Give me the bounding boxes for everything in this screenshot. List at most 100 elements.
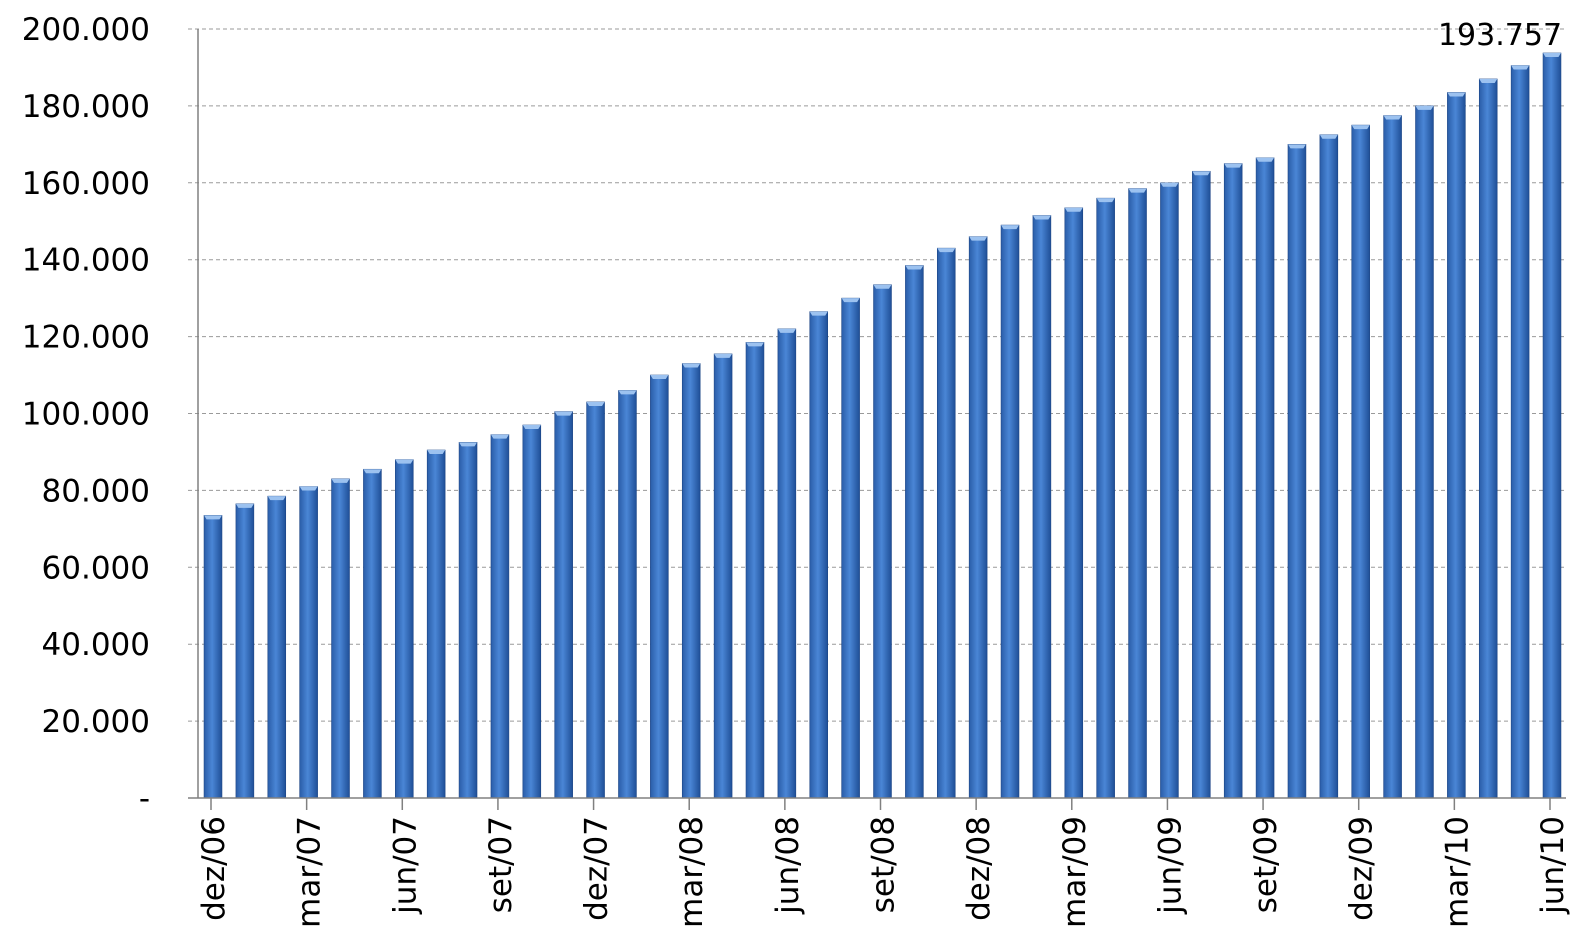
- bar-top-bevel: [1160, 182, 1179, 187]
- bar: [1287, 144, 1307, 799]
- bar-top-bevel: [1447, 92, 1466, 97]
- bar: [299, 486, 318, 799]
- bar-top-bevel: [969, 236, 988, 241]
- bar-top-bevel: [1001, 225, 1019, 230]
- bar-dez/07: [586, 401, 605, 799]
- bar: [1096, 197, 1115, 799]
- bar-top-bevel: [1064, 207, 1083, 212]
- y-tick-labels: - 20.000 40.000 60.000 80.000 100.000 120.000 1…: [22, 12, 150, 817]
- x-tick-label: jun/09: [1152, 816, 1188, 915]
- bar-top-bevel: [586, 401, 605, 406]
- bar-top-bevel: [1479, 78, 1498, 83]
- bar: [1255, 157, 1275, 799]
- bar: [713, 353, 733, 799]
- bar-top-bevel: [427, 450, 446, 455]
- x-tick-label: dez/09: [1344, 816, 1380, 921]
- bar: [554, 411, 573, 799]
- y-tick-label: 20.000: [42, 704, 150, 740]
- bar-fev/08: [650, 374, 669, 799]
- bar-nov/09: [1319, 134, 1339, 799]
- bar: [1000, 224, 1020, 799]
- bar-top-bevel: [618, 390, 637, 395]
- bar-top-bevel: [873, 284, 892, 289]
- bar-ago/07: [458, 442, 478, 799]
- bar-top-bevel: [459, 442, 478, 447]
- bar-out/08: [905, 265, 924, 799]
- x-tick-label: dez/06: [196, 816, 232, 921]
- bar: [1383, 115, 1402, 799]
- bar: [650, 374, 669, 799]
- bar-jul/09: [1192, 170, 1211, 799]
- bar: [1351, 124, 1370, 799]
- bar-top-bevel: [937, 248, 956, 253]
- bar: [235, 503, 255, 799]
- bar-top-bevel: [204, 515, 222, 520]
- bar-jun/09: [1160, 182, 1179, 799]
- bar: [681, 363, 701, 799]
- bar-out/09: [1287, 144, 1307, 799]
- bar: [1478, 78, 1498, 799]
- bar-top-bevel: [1415, 105, 1434, 110]
- y-tick-label: 160.000: [22, 166, 150, 202]
- x-tick-label: set/08: [866, 816, 902, 913]
- bar-set/09: [1255, 157, 1275, 799]
- bar-top-bevel: [1096, 198, 1115, 203]
- bar-abr/10: [1478, 78, 1498, 799]
- bar: [905, 265, 924, 799]
- bar-mar/07: [299, 486, 318, 799]
- bar-top-bevel: [1256, 157, 1275, 162]
- bar: [1192, 170, 1211, 799]
- bar-abr/07: [331, 478, 350, 799]
- bar-mar/08: [681, 363, 701, 799]
- bar-ago/08: [841, 297, 860, 799]
- bar-top-bevel: [714, 353, 733, 358]
- x-tick-label: dez/08: [961, 816, 997, 921]
- bar-set/08: [873, 284, 892, 799]
- bar: [1223, 163, 1243, 799]
- bar-fev/07: [267, 495, 287, 799]
- bar: [458, 442, 478, 799]
- bar: [1542, 52, 1562, 799]
- x-tick-label: set/09: [1248, 816, 1284, 913]
- bar: [363, 468, 382, 799]
- bar-top-bevel: [1383, 115, 1402, 120]
- x-tick-label: mar/09: [1057, 816, 1093, 928]
- bar-top-bevel: [777, 328, 796, 333]
- bar-top-bevel: [1351, 125, 1370, 130]
- bar-top-bevel: [1128, 188, 1147, 193]
- bar-mar/09: [1064, 207, 1084, 799]
- y-tick-label: 200.000: [22, 12, 150, 48]
- bar: [1064, 207, 1084, 799]
- bar: [586, 401, 605, 799]
- bar-top-bevel: [1032, 215, 1051, 220]
- bar: [1510, 65, 1530, 799]
- bar: [809, 311, 829, 799]
- data-labels: 193.757: [1438, 18, 1562, 53]
- bar-nov/07: [554, 411, 573, 799]
- bar: [395, 459, 414, 799]
- x-tick-label: jun/07: [387, 816, 423, 915]
- y-tick-label: -: [139, 781, 150, 817]
- bar-top-bevel: [1319, 134, 1338, 139]
- bar-jan/10: [1383, 115, 1402, 799]
- bar-top-bevel: [746, 342, 764, 347]
- bar: [1128, 188, 1147, 799]
- bar-top-bevel: [1511, 65, 1530, 70]
- bar-out/07: [522, 424, 542, 799]
- bar-jun/08: [777, 328, 797, 799]
- bar: [426, 449, 446, 799]
- bar-top-bevel: [267, 496, 286, 501]
- bar-top-bevel: [1224, 163, 1243, 168]
- bar-dez/08: [968, 236, 988, 799]
- bar: [1160, 182, 1179, 799]
- bar: [331, 478, 350, 799]
- bar-fev/09: [1032, 215, 1052, 799]
- y-tick-label: 120.000: [22, 320, 150, 356]
- y-tick-label: 40.000: [42, 627, 150, 663]
- bar-mai/08: [745, 342, 765, 799]
- x-tick-label: set/07: [483, 816, 519, 913]
- bar-fev/10: [1415, 105, 1434, 799]
- bar-top-bevel: [1287, 144, 1306, 149]
- bar-top-bevel: [1543, 53, 1561, 58]
